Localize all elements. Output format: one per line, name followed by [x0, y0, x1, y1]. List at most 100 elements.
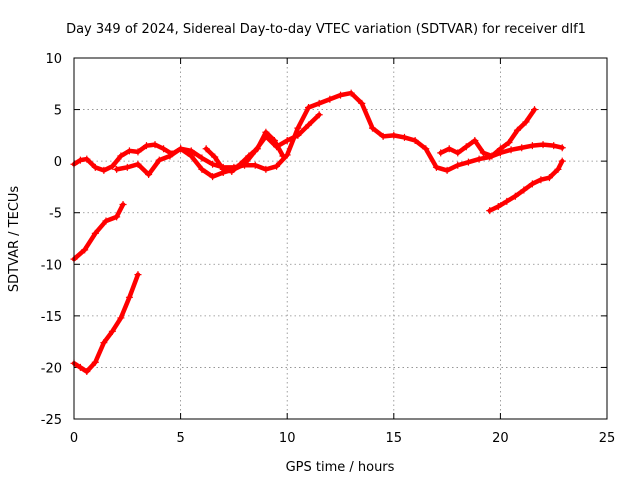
x-axis-label: GPS time / hours: [286, 460, 395, 475]
series-line: [487, 158, 565, 213]
data-point: [550, 142, 558, 150]
data-point: [134, 148, 142, 156]
data-point: [305, 121, 313, 129]
data-point: [228, 167, 236, 175]
data-point: [347, 89, 355, 97]
data-point: [134, 160, 142, 168]
data-point: [125, 293, 133, 301]
data-point: [505, 139, 513, 147]
data-point: [358, 99, 366, 107]
data-point: [209, 160, 217, 168]
data-point: [134, 271, 142, 279]
y-tick-label: 0: [54, 155, 62, 170]
data-point: [113, 165, 121, 173]
y-tick-label: -20: [41, 361, 62, 376]
data-point: [432, 163, 440, 171]
data-point: [251, 161, 259, 169]
data-point: [554, 165, 562, 173]
data-point: [531, 106, 539, 114]
data-point: [558, 144, 566, 152]
data-point: [337, 91, 344, 99]
data-point: [142, 142, 150, 150]
data-point: [76, 156, 84, 164]
data-point: [100, 339, 108, 347]
data-point: [494, 203, 502, 211]
data-point: [198, 154, 206, 162]
series-arc-e: [70, 200, 127, 263]
data-point: [315, 111, 323, 119]
data-point: [294, 124, 302, 132]
data-point: [520, 186, 528, 194]
series-line: [71, 90, 565, 173]
series-arc-c: [202, 128, 287, 175]
data-point: [155, 156, 163, 164]
data-point: [315, 99, 323, 107]
data-point: [83, 368, 91, 376]
data-point: [488, 152, 496, 160]
y-tick-label: 10: [45, 52, 62, 67]
data-point: [253, 145, 261, 153]
data-point: [91, 358, 99, 366]
data-point: [145, 171, 153, 179]
data-point: [486, 207, 494, 215]
data-point: [119, 200, 127, 208]
data-point: [273, 162, 281, 170]
data-point: [558, 157, 566, 165]
y-tick-label: -10: [41, 258, 62, 273]
data-point: [507, 146, 515, 154]
data-point: [305, 104, 313, 112]
data-point: [522, 118, 530, 126]
data-point: [270, 137, 278, 145]
grid-lines: [74, 58, 607, 419]
chart-title: Day 349 of 2024, Sidereal Day-to-day VTE…: [66, 22, 586, 37]
data-point: [108, 327, 116, 335]
series-arc-f: [70, 271, 142, 376]
data-point: [471, 137, 479, 145]
data-point: [454, 149, 462, 157]
series-line: [114, 112, 322, 179]
data-point: [262, 165, 270, 173]
data-point: [151, 141, 159, 149]
series-line: [71, 272, 141, 374]
data-point: [443, 166, 451, 174]
x-tick-label: 15: [386, 431, 403, 446]
series-line: [438, 107, 537, 159]
data-point: [368, 124, 376, 132]
data-point: [379, 132, 387, 140]
data-point: [91, 229, 99, 237]
data-point: [518, 144, 526, 152]
data-point: [545, 174, 553, 182]
data-point: [160, 145, 168, 153]
data-point: [475, 155, 483, 163]
data-point: [81, 246, 89, 254]
x-tick-label: 25: [599, 431, 616, 446]
data-point: [211, 153, 219, 161]
plot-marks: [70, 89, 566, 376]
y-axis-label: SDTVAR / TECUs: [7, 186, 22, 293]
data-point: [123, 163, 131, 171]
plot-frame: [73, 57, 608, 420]
data-point: [166, 152, 174, 160]
series-arc-b: [113, 111, 323, 181]
data-point: [537, 176, 545, 184]
data-point: [422, 145, 430, 153]
axis-ticks: 0 5 10 15 20 25 -25 -20 -15 -10 -5 0 5 10: [41, 52, 616, 446]
data-point: [76, 363, 84, 371]
data-point: [528, 142, 536, 150]
data-point: [117, 152, 125, 160]
x-tick-label: 5: [176, 431, 184, 446]
data-point: [437, 149, 445, 157]
data-point: [326, 95, 334, 103]
data-point: [496, 145, 504, 153]
data-point: [100, 166, 108, 174]
data-point: [177, 145, 185, 153]
y-tick-label: -15: [41, 310, 62, 325]
data-point: [91, 163, 99, 171]
data-point: [236, 160, 244, 168]
y-tick-label: 5: [54, 104, 62, 119]
y-tick-label: -5: [49, 207, 62, 222]
data-point: [202, 145, 210, 153]
series-arc-d: [437, 106, 539, 160]
series-arc-g: [486, 157, 566, 215]
